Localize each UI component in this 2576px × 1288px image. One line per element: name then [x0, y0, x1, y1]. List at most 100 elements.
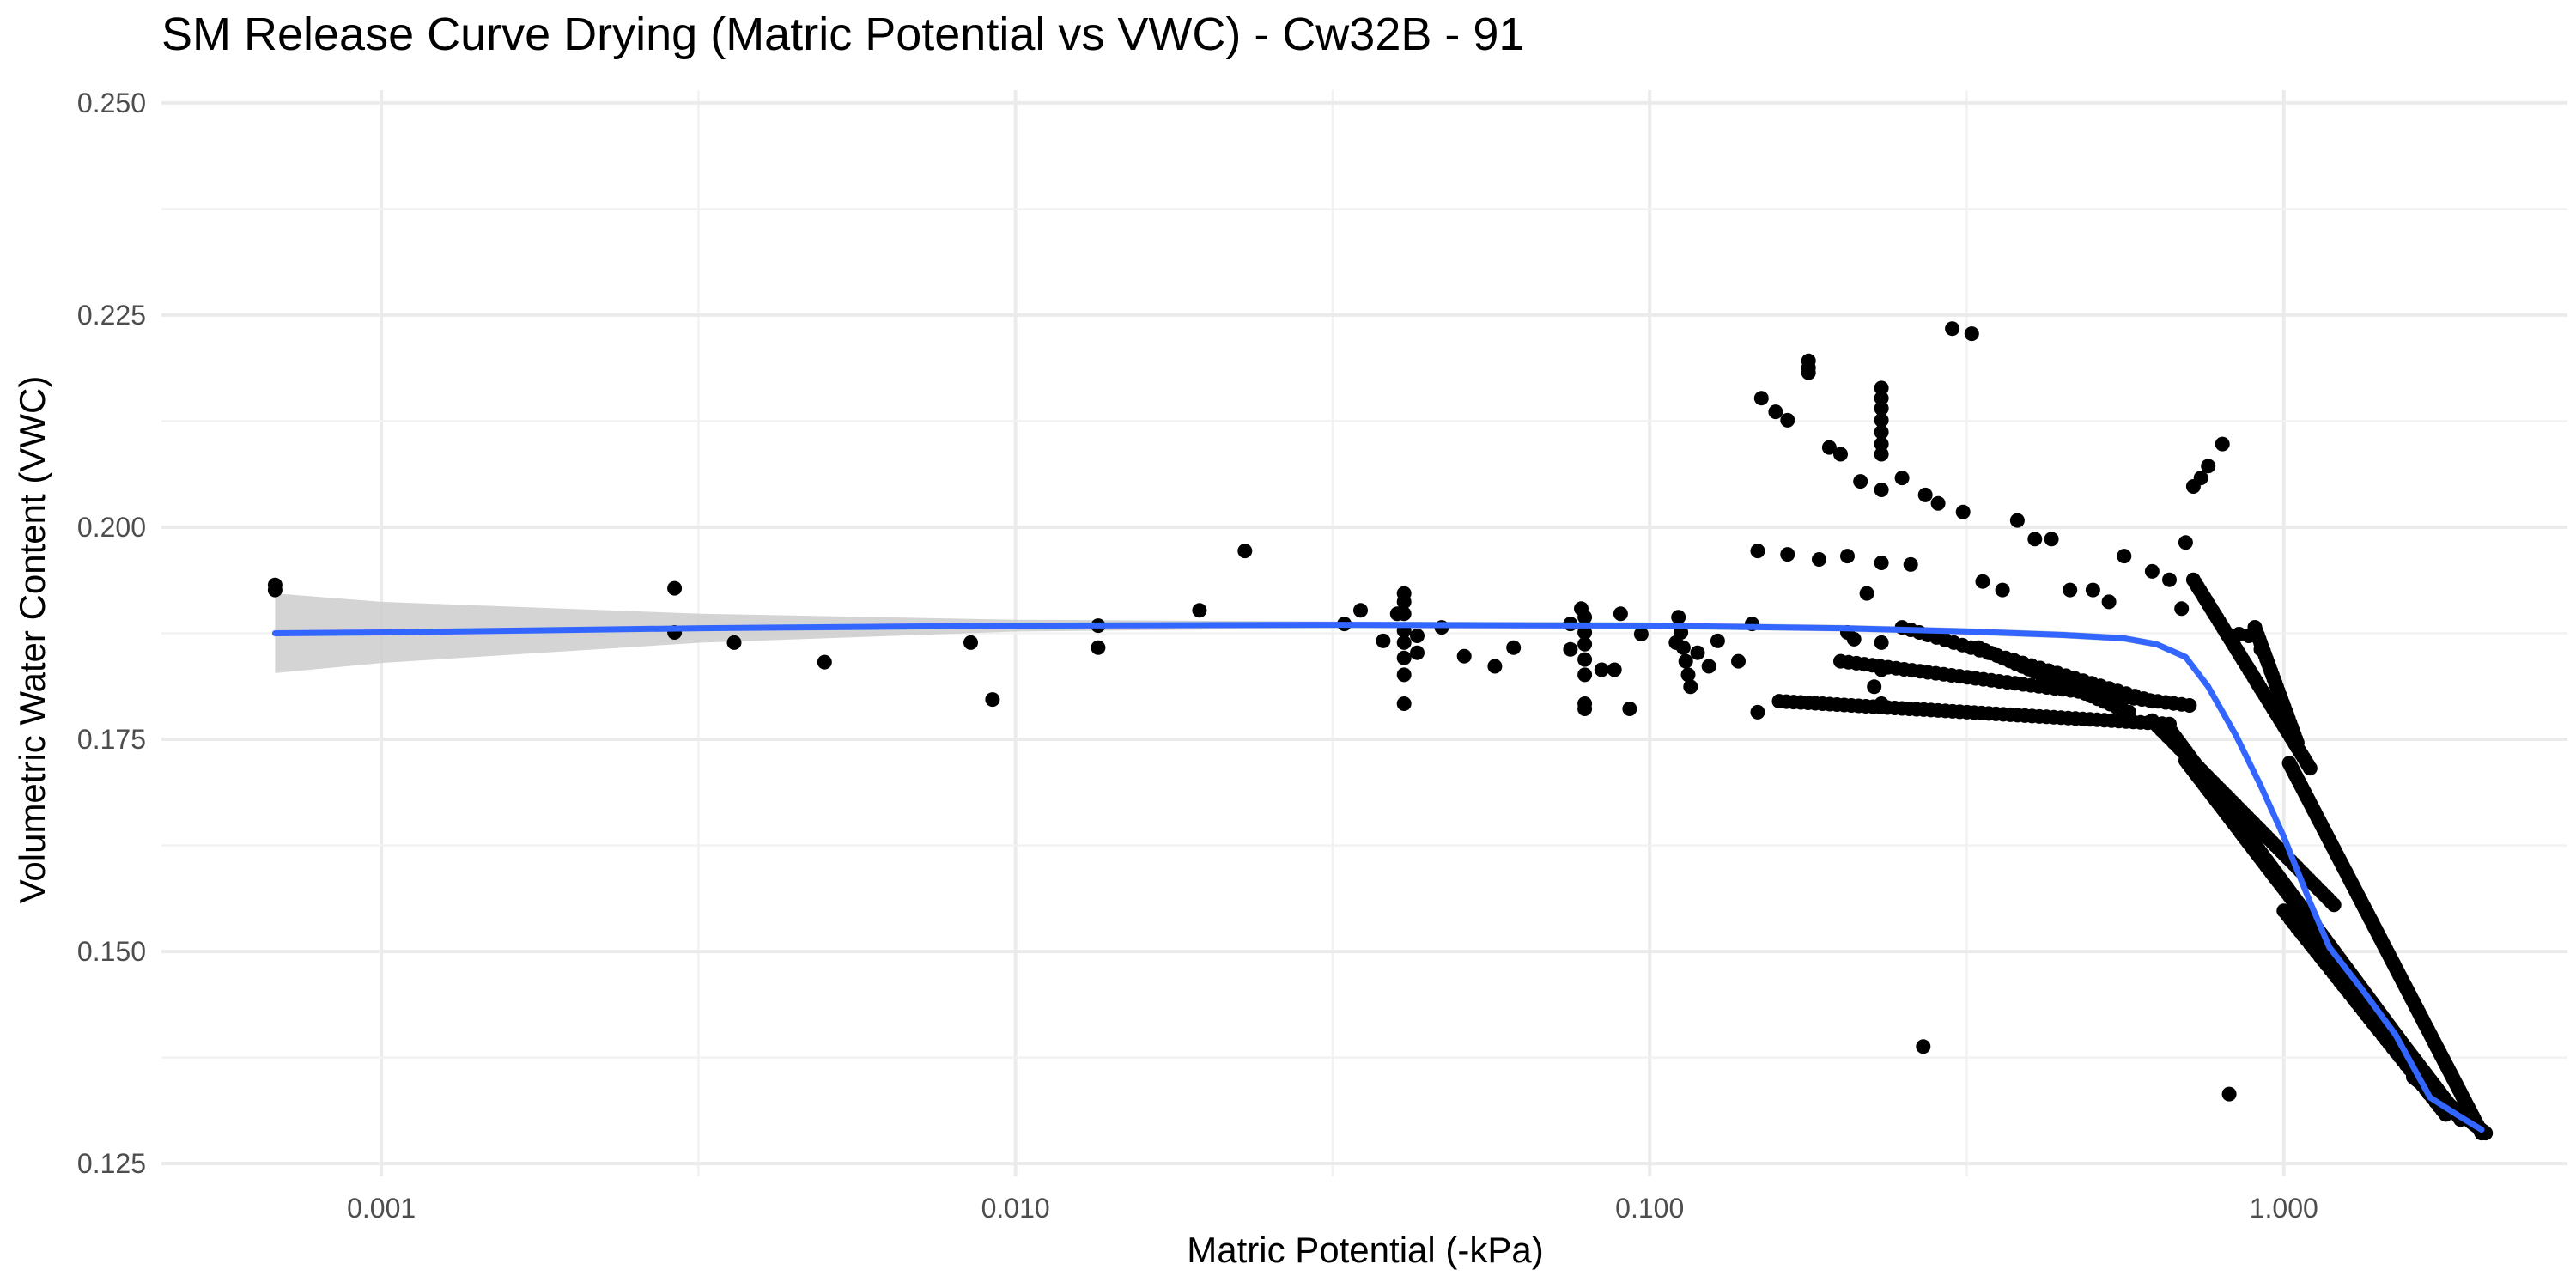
data-point — [2201, 459, 2216, 474]
data-point — [1577, 610, 1593, 625]
data-point — [1237, 544, 1253, 559]
data-point — [1780, 547, 1795, 562]
data-point — [1874, 412, 1889, 428]
y-tick-label: 0.150 — [77, 936, 146, 967]
data-point — [1577, 636, 1593, 652]
grid-lines — [161, 90, 2567, 1176]
data-point — [1945, 321, 1960, 337]
x-tick-label: 0.100 — [1615, 1193, 1684, 1224]
data-point — [267, 582, 283, 598]
data-point — [1487, 659, 1503, 674]
data-point — [1396, 696, 1412, 711]
data-point — [1701, 659, 1716, 674]
data-point — [2144, 563, 2160, 579]
y-tick-label: 0.200 — [77, 512, 146, 543]
data-point — [1456, 648, 1472, 664]
data-point — [1903, 556, 1918, 572]
fit-line — [271, 622, 2485, 1133]
data-point — [2174, 601, 2190, 617]
x-axis-label: Matric Potential (-kPa) — [1187, 1230, 1543, 1270]
data-point — [2044, 532, 2059, 547]
x-tick-label: 0.010 — [981, 1193, 1050, 1224]
data-point — [1995, 582, 2010, 598]
data-point — [1874, 483, 1889, 497]
data-point — [1690, 645, 1705, 660]
data-point — [1633, 627, 1649, 641]
data-point — [1396, 594, 1412, 610]
data-point — [1750, 704, 1765, 720]
data-point — [1833, 447, 1848, 462]
data-point — [1683, 679, 1698, 695]
data-point — [1410, 645, 1425, 660]
y-axis-label: Volumetric Water Content (VWC) — [12, 376, 52, 904]
y-tick-label: 0.125 — [77, 1148, 146, 1179]
data-point — [1975, 574, 1990, 589]
data-point — [1594, 662, 1609, 677]
data-point — [1874, 424, 1889, 440]
data-point — [1840, 549, 1855, 564]
data-point — [963, 635, 978, 650]
y-axis-ticks: 0.125 0.150 0.175 0.200 0.225 0.250 — [77, 88, 146, 1179]
data-point — [1916, 1039, 1931, 1054]
data-point — [1091, 640, 1106, 655]
data-point — [1768, 404, 1783, 420]
data-point — [2101, 594, 2117, 610]
data-point — [1750, 544, 1765, 559]
data-point — [1874, 447, 1889, 462]
data-point — [1607, 662, 1622, 677]
data-point — [2162, 572, 2177, 587]
y-tick-label: 0.250 — [77, 88, 146, 118]
data-point — [2215, 436, 2230, 452]
data-point — [2063, 582, 2078, 598]
data-point — [1577, 667, 1593, 683]
data-point — [1506, 640, 1522, 655]
data-point — [1821, 440, 1837, 455]
fit-line-layer — [271, 622, 2485, 1133]
data-point — [1577, 652, 1593, 667]
data-point — [1780, 412, 1795, 428]
data-points-layer — [267, 321, 2494, 1141]
x-axis-ticks: 0.001 0.010 0.100 1.000 — [347, 1193, 2318, 1224]
data-point — [667, 580, 683, 596]
data-point — [1577, 702, 1593, 716]
data-point — [1671, 610, 1686, 625]
data-point — [1874, 635, 1889, 650]
chart-title: SM Release Curve Drying (Matric Potentia… — [161, 9, 1524, 60]
plot-panel — [161, 90, 2567, 1176]
data-point — [1680, 667, 1696, 683]
x-tick-label: 0.001 — [347, 1193, 416, 1224]
data-point — [1192, 603, 1207, 618]
data-point — [2085, 582, 2100, 598]
data-point — [1964, 326, 1979, 342]
data-point — [1731, 653, 1746, 669]
data-point — [2009, 513, 2025, 528]
confidence-band — [275, 593, 2482, 1137]
data-point — [1396, 667, 1412, 683]
data-point — [1867, 679, 1882, 695]
y-tick-label: 0.175 — [77, 724, 146, 755]
data-point — [1894, 471, 1910, 486]
data-point — [2182, 698, 2197, 713]
data-point — [1874, 391, 1889, 406]
data-point — [1353, 603, 1368, 618]
data-point — [1930, 495, 1946, 511]
data-point — [1874, 380, 1889, 396]
data-point — [1613, 606, 1628, 622]
data-point — [1917, 487, 1933, 502]
data-point — [1801, 365, 1816, 380]
data-point — [1955, 504, 1971, 519]
data-point — [1675, 640, 1691, 655]
data-point — [2117, 549, 2132, 564]
data-point — [1376, 633, 1391, 648]
data-point — [817, 654, 832, 670]
data-point — [1853, 474, 1868, 489]
data-point — [1859, 586, 1874, 601]
data-point — [2289, 735, 2305, 750]
data-point — [2144, 694, 2160, 709]
data-point — [2193, 471, 2208, 486]
data-point — [1812, 552, 1826, 567]
data-point — [726, 635, 742, 650]
data-point — [2027, 532, 2043, 547]
data-point — [1622, 702, 1637, 716]
